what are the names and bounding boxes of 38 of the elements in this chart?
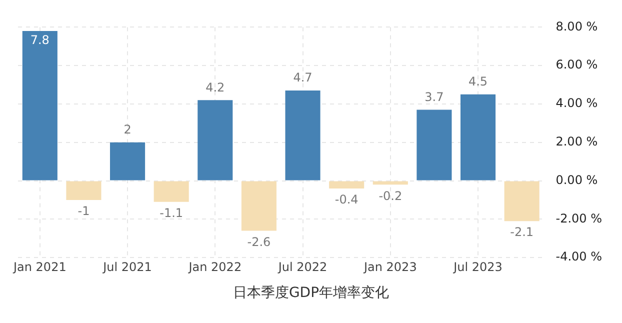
y-tick-label: -4.00 % xyxy=(556,250,602,264)
bar xyxy=(241,181,276,231)
data-label: -0.2 xyxy=(378,188,402,203)
bar xyxy=(285,90,320,180)
data-label: 4.5 xyxy=(468,74,488,89)
x-tick-label: Jul 2023 xyxy=(452,260,502,274)
data-label: -2.6 xyxy=(247,234,271,249)
y-tick-label: 8.00 % xyxy=(556,19,598,34)
text: 日本季度GDP年增率变化 xyxy=(232,284,390,302)
data-label: 7.8 xyxy=(30,33,50,48)
bar xyxy=(22,31,58,180)
y-tick-label: 6.00 % xyxy=(556,58,598,72)
data-label: 4.2 xyxy=(206,80,225,94)
data-label: 4.7 xyxy=(293,70,312,85)
y-tick-label: 2.00 % xyxy=(556,134,598,149)
x-tick-label: Jan 2023 xyxy=(362,260,417,274)
data-label: 2 xyxy=(124,122,132,137)
bar xyxy=(198,100,233,180)
y-tick-label: 0.00 % xyxy=(556,172,598,187)
bar xyxy=(329,181,364,188)
bar xyxy=(66,181,102,200)
bar xyxy=(416,110,452,180)
bar xyxy=(460,94,496,180)
x-tick-label: Jan 2022 xyxy=(188,260,242,274)
data-label: -1 xyxy=(78,204,90,218)
data-label: -1.1 xyxy=(160,206,184,220)
bar xyxy=(154,181,189,202)
x-tick-label: Jul 2022 xyxy=(277,260,328,274)
y-tick-label: -2.00 % xyxy=(556,211,602,226)
x-tick-label: Jul 2021 xyxy=(102,260,152,274)
bar xyxy=(372,181,408,185)
bar xyxy=(504,181,540,222)
data-label: -0.4 xyxy=(334,192,358,207)
x-tick-label: Jan 2021 xyxy=(12,260,66,274)
data-label: -2.1 xyxy=(510,225,534,240)
data-label: 3.7 xyxy=(424,90,444,104)
bar xyxy=(110,142,146,180)
y-tick-label: 4.00 % xyxy=(556,96,598,110)
